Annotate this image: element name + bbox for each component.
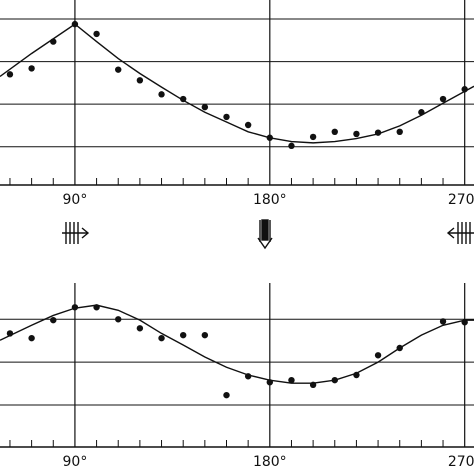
direction-icons (62, 219, 474, 250)
x-tick-label: 90° (63, 454, 88, 470)
data-point (6, 71, 14, 78)
fit-curve (0, 23, 474, 144)
data-point (115, 316, 122, 323)
fit-curve (0, 304, 474, 384)
x-tick-label: 180° (253, 192, 287, 208)
data-point (331, 128, 338, 136)
data-point (136, 77, 144, 84)
data-point (158, 91, 165, 98)
arrow-left (446, 222, 474, 244)
data-point (223, 113, 230, 121)
data-point (374, 352, 382, 359)
data-point (93, 30, 100, 38)
data-point (201, 331, 209, 339)
data-point (353, 130, 360, 138)
data-point (288, 142, 295, 150)
x-tick-label: 270° (448, 192, 474, 208)
data-point (396, 128, 403, 136)
arrow-right (62, 222, 90, 244)
data-point (50, 316, 57, 324)
data-point (201, 103, 209, 111)
x-tick-label: 90° (63, 192, 88, 208)
data-point (179, 331, 187, 339)
data-point (309, 133, 317, 141)
data-point (244, 121, 252, 129)
data-point (223, 391, 230, 399)
data-point (136, 325, 144, 332)
arrow-down (257, 219, 273, 250)
data-point (439, 318, 447, 325)
data-point (288, 376, 295, 384)
data-point (28, 334, 35, 342)
x-tick-label: 270° (448, 454, 474, 470)
data-point (158, 334, 165, 342)
data-point (28, 65, 35, 72)
data-point (439, 95, 447, 103)
x-tick-label: 180° (253, 454, 287, 470)
data-point (115, 66, 122, 73)
